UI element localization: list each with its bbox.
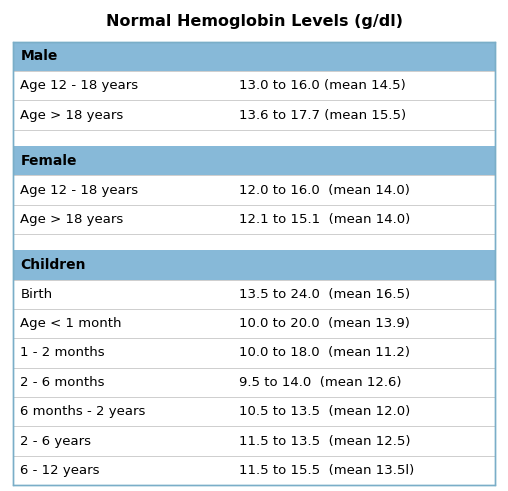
Bar bbox=[13, 101, 495, 130]
Bar bbox=[13, 426, 495, 456]
Text: 10.0 to 18.0  (mean 11.2): 10.0 to 18.0 (mean 11.2) bbox=[239, 347, 410, 359]
Text: Age 12 - 18 years: Age 12 - 18 years bbox=[20, 79, 139, 92]
Text: Children: Children bbox=[20, 258, 86, 272]
Text: Birth: Birth bbox=[20, 288, 52, 301]
Bar bbox=[13, 130, 495, 146]
Bar bbox=[13, 250, 495, 279]
Text: 6 months - 2 years: 6 months - 2 years bbox=[20, 405, 146, 418]
Bar bbox=[13, 368, 495, 397]
Text: 11.5 to 15.5  (mean 13.5l): 11.5 to 15.5 (mean 13.5l) bbox=[239, 464, 414, 477]
Text: Age > 18 years: Age > 18 years bbox=[20, 109, 123, 122]
Text: Male: Male bbox=[20, 50, 58, 63]
Bar bbox=[13, 146, 495, 175]
Bar bbox=[13, 309, 495, 338]
Text: 11.5 to 13.5  (mean 12.5): 11.5 to 13.5 (mean 12.5) bbox=[239, 435, 410, 448]
Bar bbox=[13, 397, 495, 426]
Text: Normal Hemoglobin Levels (g/dl): Normal Hemoglobin Levels (g/dl) bbox=[106, 14, 402, 29]
Text: 2 - 6 years: 2 - 6 years bbox=[20, 435, 91, 448]
Text: 9.5 to 14.0  (mean 12.6): 9.5 to 14.0 (mean 12.6) bbox=[239, 376, 401, 389]
Bar bbox=[13, 456, 495, 485]
Bar bbox=[13, 175, 495, 205]
Bar bbox=[13, 279, 495, 309]
Text: 13.5 to 24.0  (mean 16.5): 13.5 to 24.0 (mean 16.5) bbox=[239, 288, 410, 301]
Text: Female: Female bbox=[20, 154, 77, 167]
Bar bbox=[13, 205, 495, 234]
Text: 2 - 6 months: 2 - 6 months bbox=[20, 376, 105, 389]
Text: 12.1 to 15.1  (mean 14.0): 12.1 to 15.1 (mean 14.0) bbox=[239, 213, 410, 226]
Text: 13.0 to 16.0 (mean 14.5): 13.0 to 16.0 (mean 14.5) bbox=[239, 79, 405, 92]
Text: 1 - 2 months: 1 - 2 months bbox=[20, 347, 105, 359]
Bar bbox=[13, 42, 495, 71]
Text: 10.0 to 20.0  (mean 13.9): 10.0 to 20.0 (mean 13.9) bbox=[239, 317, 409, 330]
Bar bbox=[13, 338, 495, 368]
Text: 13.6 to 17.7 (mean 15.5): 13.6 to 17.7 (mean 15.5) bbox=[239, 109, 406, 122]
Text: 12.0 to 16.0  (mean 14.0): 12.0 to 16.0 (mean 14.0) bbox=[239, 184, 409, 196]
Text: Age < 1 month: Age < 1 month bbox=[20, 317, 122, 330]
Text: 6 - 12 years: 6 - 12 years bbox=[20, 464, 100, 477]
Bar bbox=[13, 234, 495, 250]
Text: 10.5 to 13.5  (mean 12.0): 10.5 to 13.5 (mean 12.0) bbox=[239, 405, 410, 418]
Text: Age > 18 years: Age > 18 years bbox=[20, 213, 123, 226]
Text: Age 12 - 18 years: Age 12 - 18 years bbox=[20, 184, 139, 196]
Bar bbox=[13, 71, 495, 101]
